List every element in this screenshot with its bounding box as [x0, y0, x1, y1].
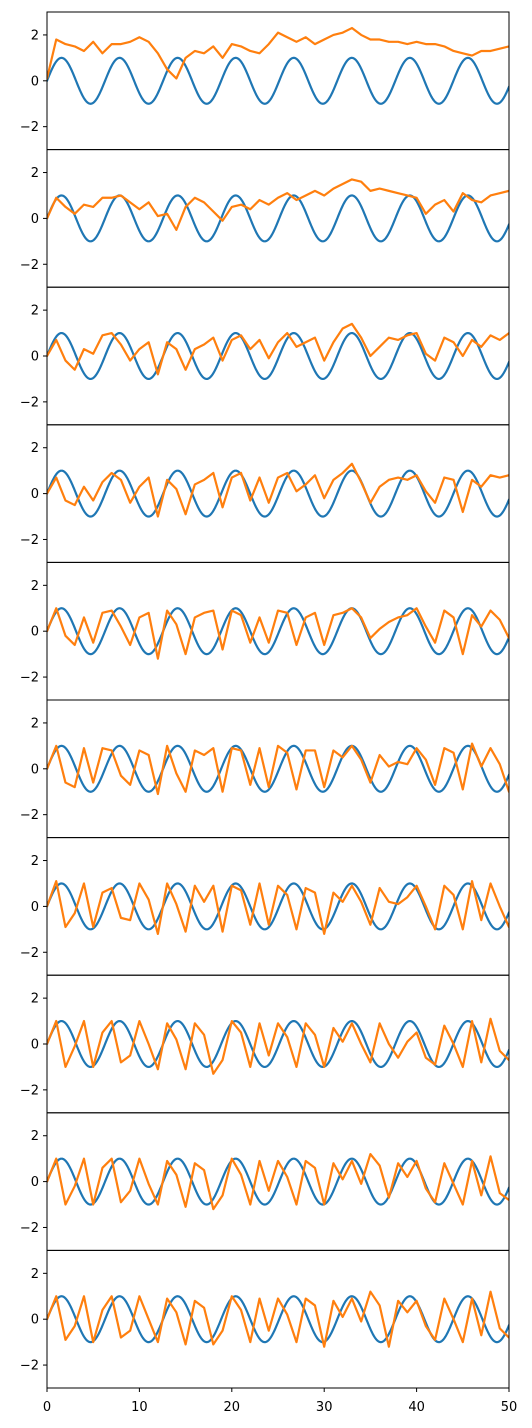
y-tick-label: 2 [31, 28, 39, 43]
y-tick-label: 0 [31, 900, 39, 915]
y-tick-label: 0 [31, 1175, 39, 1190]
plot-area [47, 607, 509, 660]
y-tick-label: −2 [20, 1359, 39, 1374]
y-tick-label: −2 [20, 1221, 39, 1236]
x-tick-label: 0 [43, 1400, 51, 1415]
y-tick-label: 2 [31, 166, 39, 181]
x-tick-label: 40 [408, 1400, 425, 1415]
plot-area [47, 1290, 509, 1348]
reference-sine-line [47, 744, 509, 793]
subplot-3: 2 0 −2 [20, 286, 510, 426]
subplot-10: 2 0 −2 [20, 1249, 510, 1389]
y-tick-label: 0 [31, 74, 39, 89]
noisy-estimate-line [47, 178, 509, 231]
noisy-estimate-line [47, 742, 509, 796]
y-tick-label: 2 [31, 992, 39, 1007]
y-tick-label: −2 [20, 1083, 39, 1098]
subplot-7: 2 0 −2 [20, 837, 510, 976]
x-tick-label: 10 [131, 1400, 148, 1415]
reference-sine-line [47, 331, 509, 381]
y-tick-label: 0 [31, 350, 39, 365]
reference-sine-line [47, 607, 509, 656]
plot-area [47, 26, 509, 105]
y-tick-label: 2 [31, 716, 39, 731]
y-tick-label: 0 [31, 1038, 39, 1053]
y-tick-label: −2 [20, 671, 39, 686]
y-tick-label: −2 [20, 120, 39, 135]
plot-area [47, 880, 509, 936]
noisy-estimate-line [47, 322, 509, 376]
subplot-stack: 2 0 −2 2 0 −2 2 0 −2 2 0 −2 2 0 −2 2 0 −2 2 0 −2 2 0 −2 2 0 −2 2 0 −2 [20, 11, 510, 1389]
y-tick-label: −2 [20, 533, 39, 548]
plot-area [47, 462, 509, 518]
noisy-estimate-line [47, 26, 509, 80]
plot-area [47, 1152, 509, 1211]
y-tick-label: 2 [31, 304, 39, 319]
reference-sine-line [47, 1019, 509, 1069]
y-tick-label: 2 [31, 1267, 39, 1282]
reference-sine-line [47, 469, 509, 518]
y-tick-label: −2 [20, 258, 39, 273]
y-tick-label: 0 [31, 762, 39, 777]
y-tick-label: 0 [31, 212, 39, 227]
plot-area [47, 1017, 509, 1075]
noisy-estimate-line [47, 1017, 509, 1075]
reference-sine-line [47, 56, 509, 105]
y-tick-label: −2 [20, 946, 39, 961]
y-tick-label: −2 [20, 395, 39, 410]
y-tick-label: 0 [31, 487, 39, 502]
noisy-estimate-line [47, 462, 509, 518]
x-tick-label: 30 [316, 1400, 333, 1415]
noisy-estimate-line [47, 1290, 509, 1348]
y-tick-label: −2 [20, 808, 39, 823]
x-tick-label: 20 [224, 1400, 241, 1415]
y-tick-label: 2 [31, 854, 39, 869]
plot-area [47, 322, 509, 381]
x-tick-label: 50 [501, 1400, 518, 1415]
y-tick-label: 2 [31, 1129, 39, 1144]
plot-area [47, 178, 509, 243]
subplot-2: 2 0 −2 [20, 149, 510, 288]
plot-area [47, 742, 509, 796]
shared-x-axis: 0 10 20 30 40 50 [43, 1388, 517, 1415]
y-tick-label: 0 [31, 625, 39, 640]
noisy-estimate-line [47, 607, 509, 660]
noisy-estimate-line [47, 880, 509, 936]
y-tick-label: 2 [31, 441, 39, 456]
y-tick-label: 2 [31, 579, 39, 594]
subplot-4: 2 0 −2 [20, 424, 510, 563]
y-tick-label: 0 [31, 1313, 39, 1328]
noisy-estimate-line [47, 1152, 509, 1211]
